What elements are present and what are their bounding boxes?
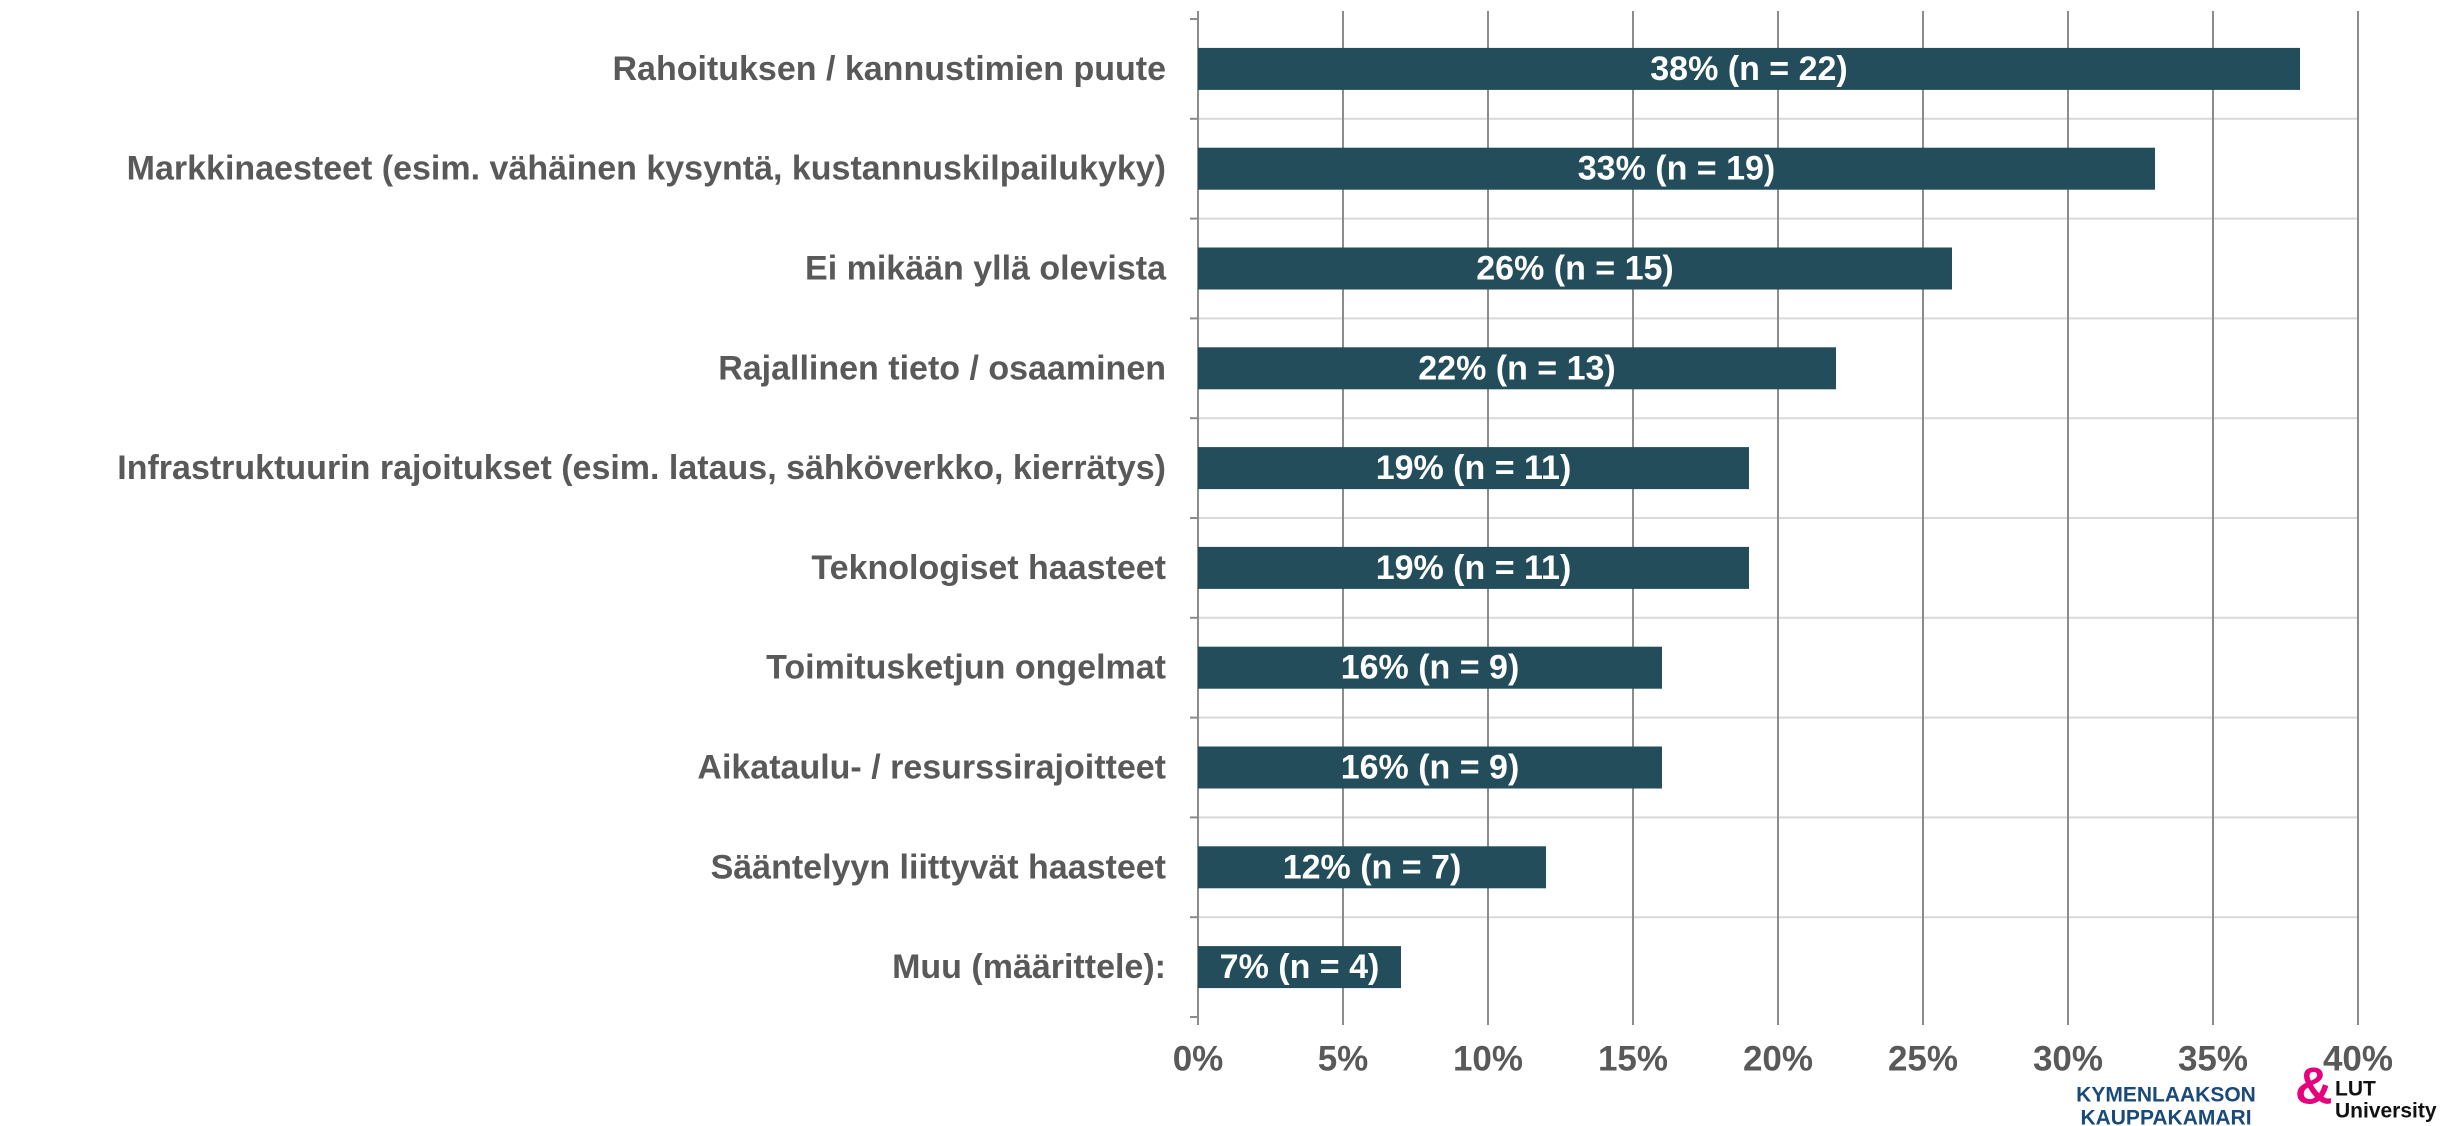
- x-tick-label: 30%: [2033, 1039, 2103, 1078]
- data-label: 38% (n = 22): [1650, 50, 1847, 88]
- logo-text: LUT: [2335, 1078, 2376, 1101]
- data-label: 22% (n = 13): [1418, 349, 1615, 387]
- bar: [1198, 347, 1836, 390]
- chamber-logo: KYMENLAAKSON KAUPPAKAMARI: [2076, 1084, 2256, 1126]
- bar: [1198, 546, 1749, 589]
- bar: [1198, 946, 1401, 989]
- y-tick-label: Markkinaesteet (esim. vähäinen kysyntä, …: [127, 150, 1166, 188]
- y-tick-label: Toimitusketjun ongelmat: [766, 649, 1166, 687]
- data-label: 7% (n = 4): [1220, 948, 1380, 986]
- y-tick-label: Sääntelyyn liittyvät haasteet: [711, 848, 1166, 886]
- bar: [1198, 247, 1952, 290]
- data-label: 16% (n = 9): [1341, 649, 1520, 687]
- x-tick-label: 20%: [1743, 1039, 1813, 1078]
- bar: [1198, 646, 1662, 689]
- x-tick-label: 5%: [1318, 1039, 1369, 1078]
- logo-text: University: [2335, 1100, 2437, 1123]
- x-tick-label: 15%: [1598, 1039, 1668, 1078]
- y-tick-label: Rahoituksen / kannustimien puute: [612, 50, 1166, 88]
- data-label: 19% (n = 11): [1376, 449, 1572, 487]
- bar: [1198, 846, 1546, 889]
- y-tick-label: Ei mikään yllä olevista: [805, 249, 1167, 287]
- data-label: 19% (n = 11): [1376, 549, 1572, 587]
- bar: [1198, 447, 1749, 490]
- x-tick-label: 35%: [2178, 1039, 2248, 1078]
- x-tick-label: 0%: [1173, 1039, 1224, 1078]
- y-tick-label: Muu (määrittele):: [892, 948, 1166, 986]
- y-tick-label: Infrastruktuurin rajoitukset (esim. lata…: [117, 449, 1166, 487]
- university-logo: & LUT University: [2295, 1058, 2437, 1123]
- data-label: 33% (n = 19): [1578, 150, 1775, 188]
- y-tick-label: Rajallinen tieto / osaaminen: [718, 349, 1166, 387]
- logo-text: KAUPPAKAMARI: [2080, 1107, 2251, 1126]
- bar: [1198, 47, 2300, 90]
- y-tick-label: Aikataulu- / resurssirajoitteet: [697, 748, 1166, 786]
- bar: [1198, 147, 2155, 190]
- data-label: 12% (n = 7): [1283, 848, 1462, 886]
- logo-text: KYMENLAAKSON: [2076, 1084, 2256, 1107]
- data-label: 26% (n = 15): [1476, 249, 1673, 287]
- logo-mark: &: [2295, 1058, 2333, 1116]
- bar: [1198, 746, 1662, 789]
- x-tick-label: 40%: [2323, 1039, 2393, 1078]
- y-tick-label: Teknologiset haasteet: [811, 549, 1166, 587]
- x-tick-label: 10%: [1453, 1039, 1523, 1078]
- x-tick-label: 25%: [1888, 1039, 1958, 1078]
- data-label: 16% (n = 9): [1341, 748, 1520, 786]
